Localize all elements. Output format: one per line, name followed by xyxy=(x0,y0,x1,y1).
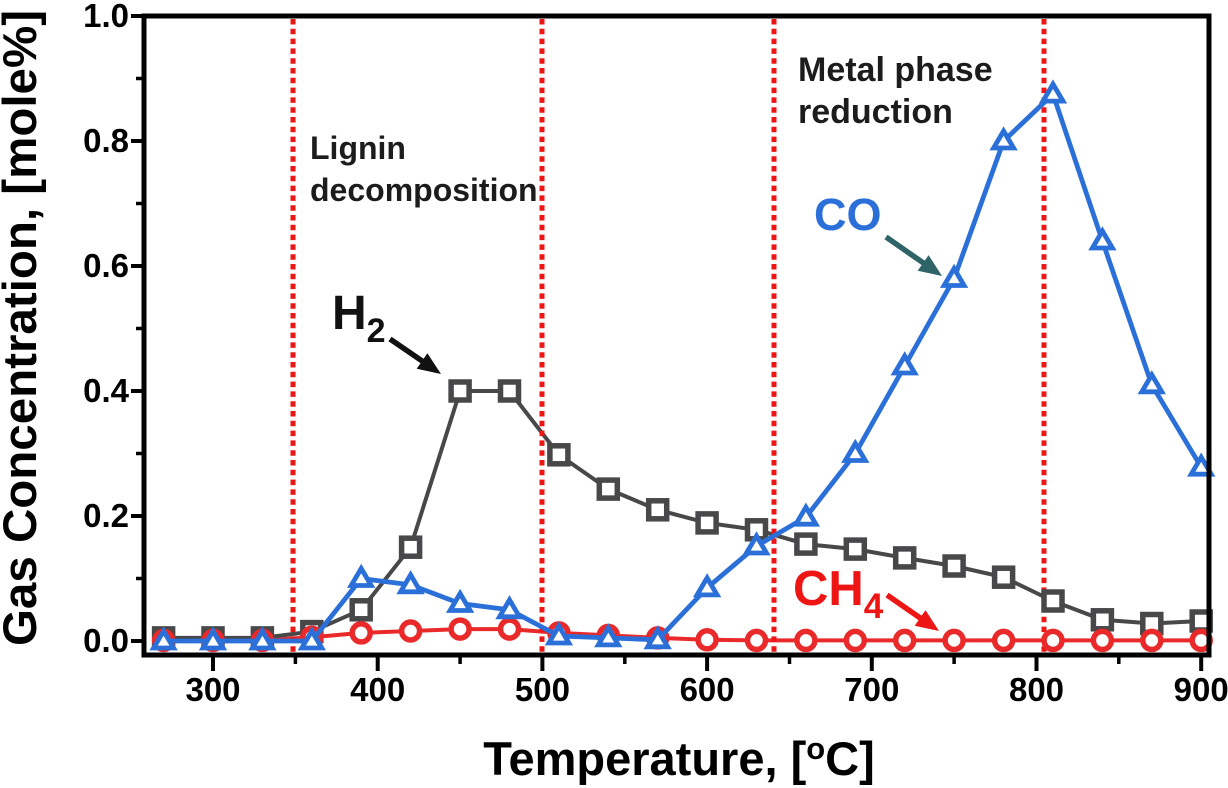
svg-text:700: 700 xyxy=(844,671,899,708)
svg-text:decomposition: decomposition xyxy=(310,172,538,208)
svg-text:CO: CO xyxy=(814,189,882,240)
svg-text:0.2: 0.2 xyxy=(83,497,129,534)
svg-text:Gas Concentration, [mole%]: Gas Concentration, [mole%] xyxy=(0,10,47,646)
svg-text:800: 800 xyxy=(1009,671,1064,708)
svg-text:reduction: reduction xyxy=(798,93,953,131)
svg-text:Metal phase: Metal phase xyxy=(798,51,993,89)
svg-text:900: 900 xyxy=(1174,671,1228,708)
svg-text:300: 300 xyxy=(185,671,240,708)
svg-text:0.6: 0.6 xyxy=(83,247,129,284)
svg-text:400: 400 xyxy=(350,671,405,708)
svg-text:600: 600 xyxy=(680,671,735,708)
svg-text:0.0: 0.0 xyxy=(83,622,129,659)
svg-text:Lignin: Lignin xyxy=(310,130,406,166)
svg-text:1.0: 1.0 xyxy=(83,0,129,34)
svg-text:0.4: 0.4 xyxy=(83,372,130,409)
svg-text:500: 500 xyxy=(515,671,570,708)
svg-text:0.8: 0.8 xyxy=(83,122,129,159)
